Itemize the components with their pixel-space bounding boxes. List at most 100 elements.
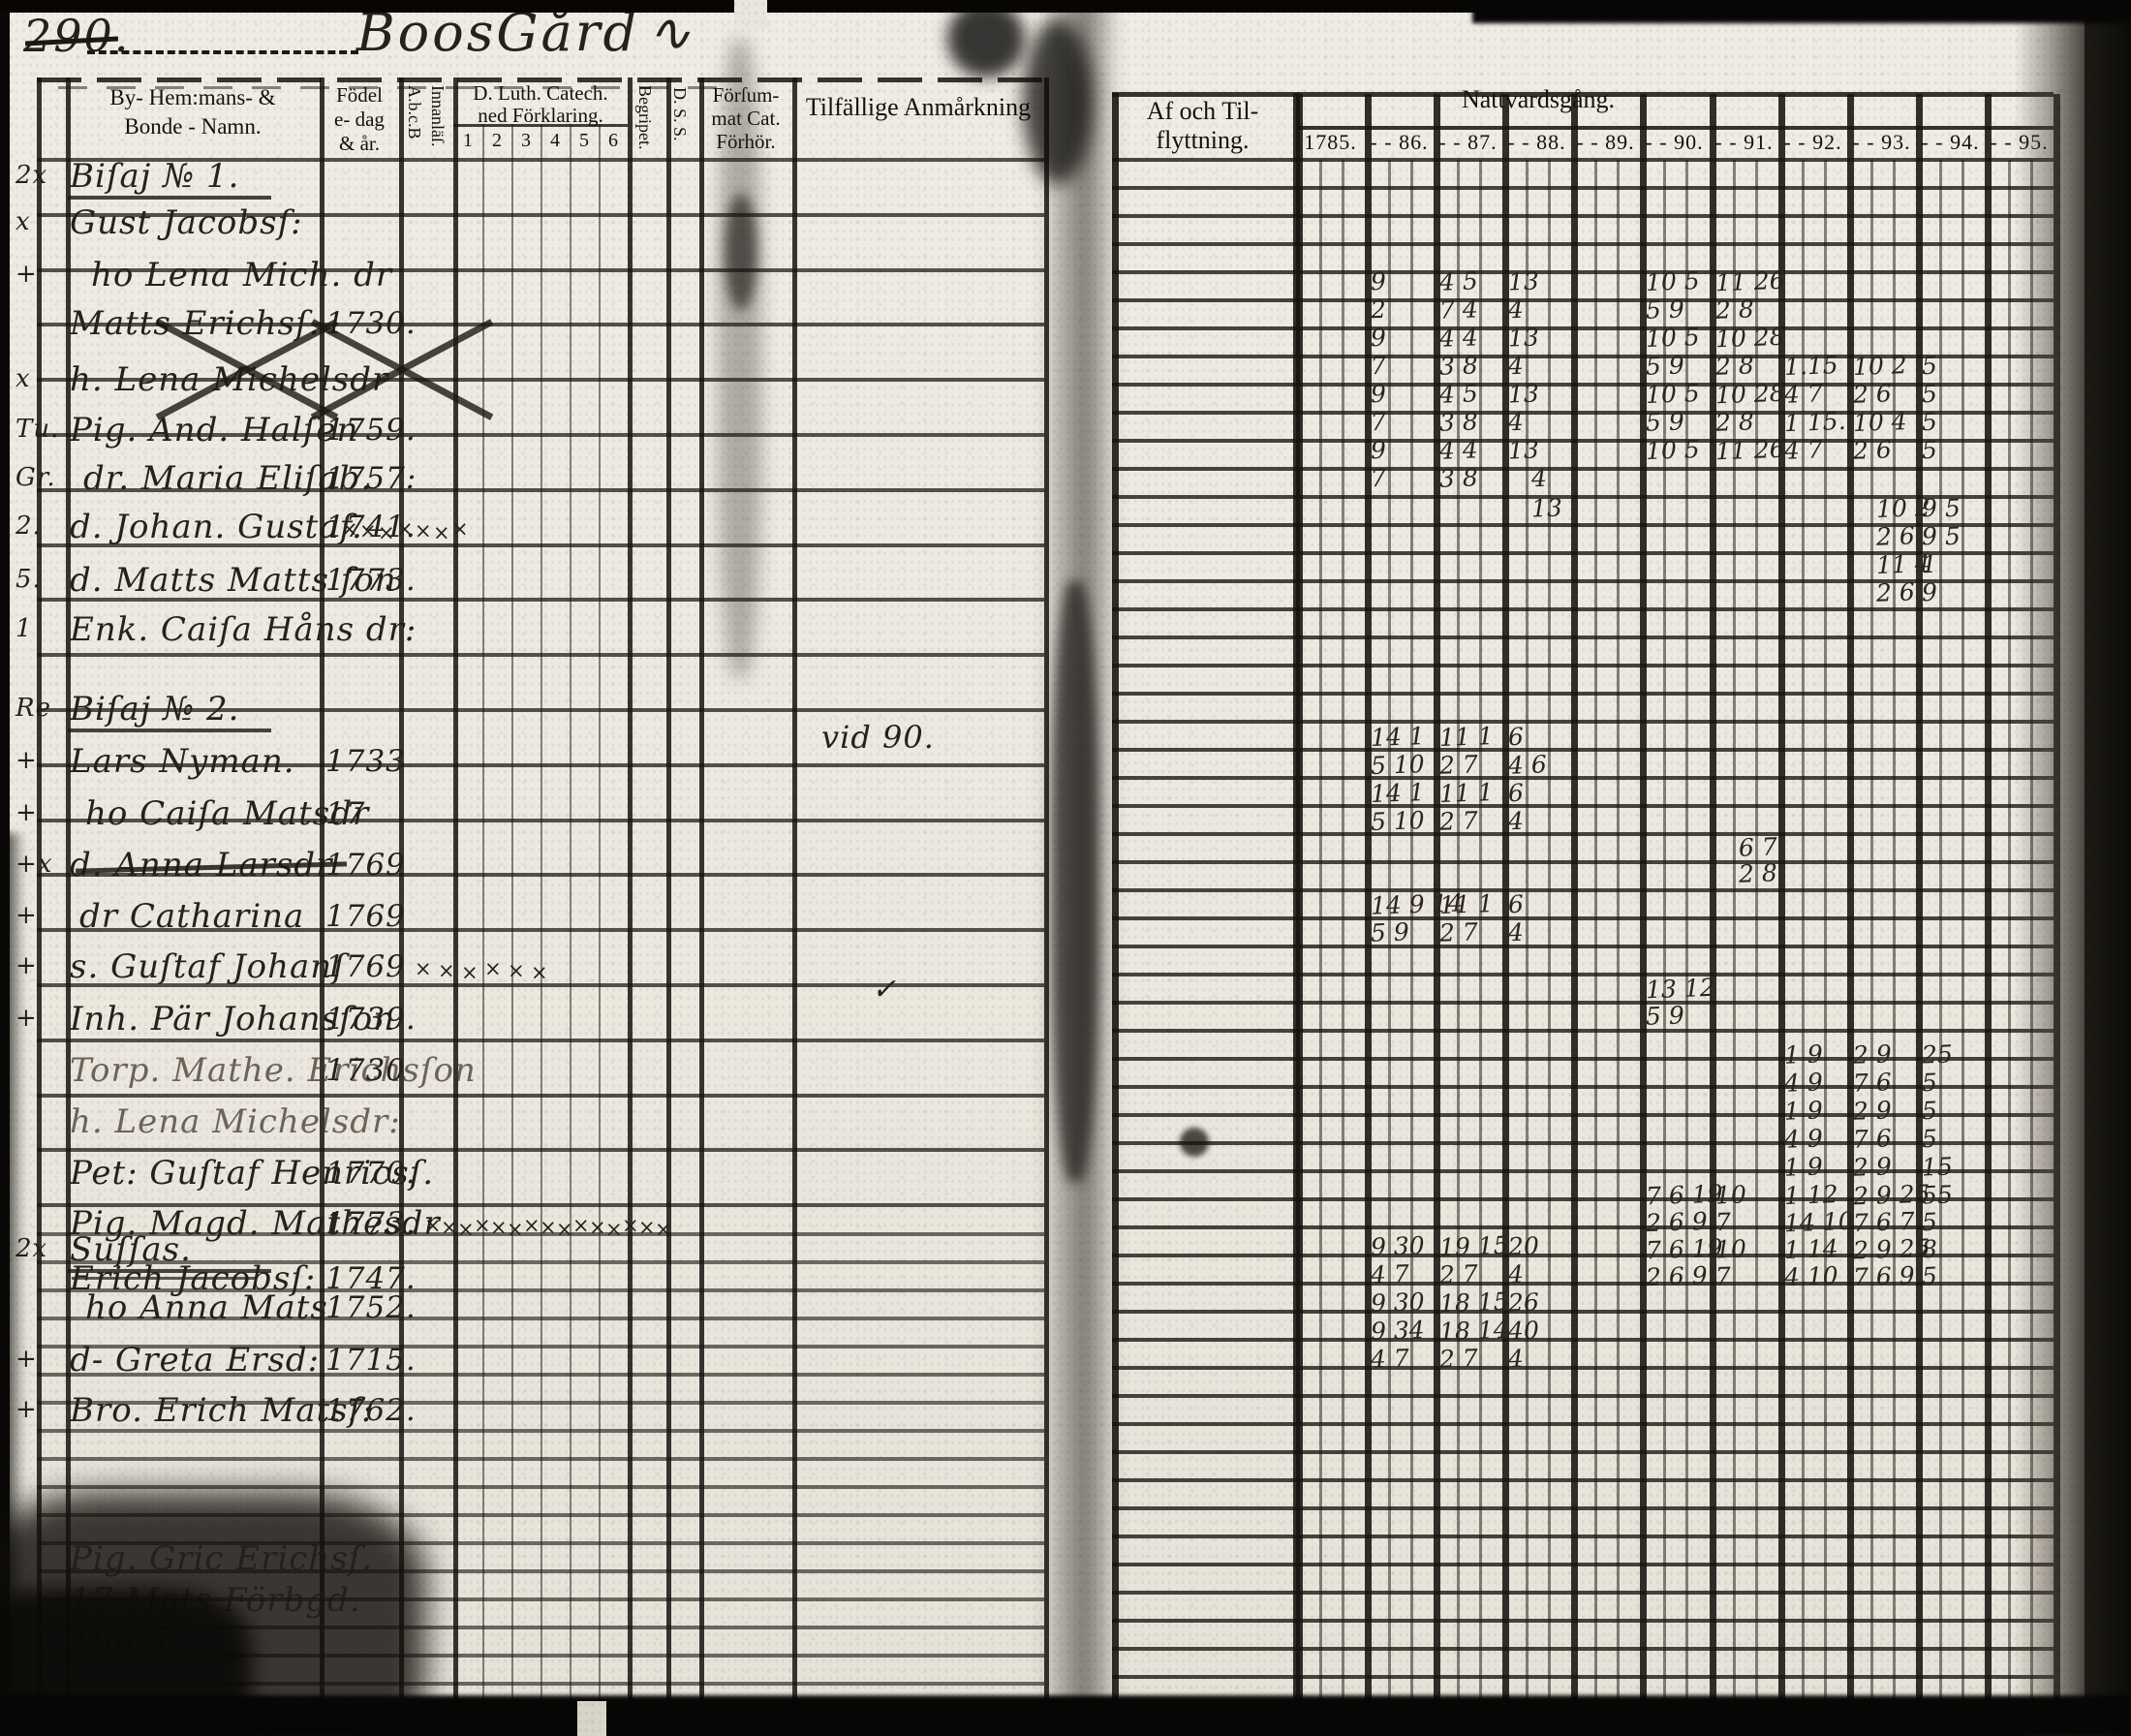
communion-mark: 2 8 xyxy=(1714,351,1755,381)
register-entry-name: ho Caiſa Matsdr xyxy=(85,794,370,833)
communion-mark: 13 12 xyxy=(1645,973,1716,1005)
catechism-x-mark: × xyxy=(622,1214,640,1237)
margin-mark: 2x xyxy=(15,1234,48,1263)
register-entry-name: Pig. Magd. Mathesdr xyxy=(70,1204,441,1243)
grid-line-horizontal xyxy=(1112,860,2054,864)
communion-mark: 4 xyxy=(1530,463,1548,493)
grid-line-horizontal xyxy=(1112,1001,2054,1005)
grid-line-vertical xyxy=(66,78,71,1701)
register-entry-name: s. Guſtaf Johanſ xyxy=(70,947,346,986)
communion-mark: 7 6 9 xyxy=(1852,1260,1916,1292)
grid-line-vertical xyxy=(1594,160,1597,1701)
register-entry-birth-year: 1739. xyxy=(325,1002,417,1037)
year-label: - - 92. xyxy=(1783,130,1842,154)
communion-mark: 11 1 xyxy=(1438,722,1495,752)
communion-mark: 6 xyxy=(1507,722,1525,752)
grid-line-horizontal xyxy=(1112,1113,2054,1117)
communion-mark: 2 8 xyxy=(1714,294,1755,325)
grid-line-vertical xyxy=(1319,160,1322,1701)
communion-mark: 9 30 xyxy=(1370,1231,1426,1261)
grid-line-vertical xyxy=(1502,94,1509,1701)
communion-mark: 6 7 xyxy=(1738,832,1778,862)
grid-line-horizontal xyxy=(37,1317,1044,1320)
grid-line-horizontal xyxy=(1112,1141,2054,1145)
communion-mark: 7 xyxy=(1714,1207,1732,1237)
communion-mark: 9 xyxy=(1370,379,1387,409)
grid-line-horizontal xyxy=(1112,270,2054,274)
grid-line-vertical xyxy=(1778,94,1785,1701)
grid-line-horizontal xyxy=(1112,186,2054,190)
communion-mark: 4 xyxy=(1507,806,1525,836)
grid-line-horizontal xyxy=(37,1203,1044,1207)
grid-line-horizontal xyxy=(1112,1197,2054,1201)
grid-line-vertical xyxy=(1710,94,1716,1701)
communion-mark: 2 6 xyxy=(1875,521,1916,551)
grid-line-horizontal xyxy=(37,1373,1044,1377)
register-entry-name: 17 Mats Förbgd. xyxy=(70,1581,361,1620)
grid-line-horizontal xyxy=(1112,1366,2054,1370)
communion-mark: 5 xyxy=(1921,379,1938,409)
grid-line-vertical xyxy=(666,78,671,1701)
grid-line-horizontal xyxy=(1112,1254,2054,1257)
year-label: 1785. xyxy=(1304,130,1357,154)
grid-line-horizontal xyxy=(37,378,1044,382)
communion-mark: 1 12 xyxy=(1783,1180,1839,1210)
register-entry-birth-year: 1715. xyxy=(325,1343,417,1378)
header-abc-col: A.b.c.B xyxy=(405,85,424,140)
catechism-x-mark: × xyxy=(655,1218,673,1241)
grid-line-vertical xyxy=(570,124,571,1701)
register-entry-birth-year: 1773. xyxy=(325,1206,417,1241)
header-dss-col: D. S. S. xyxy=(670,87,690,141)
year-label: - - 86. xyxy=(1370,130,1429,154)
grid-line-horizontal xyxy=(37,1541,1044,1545)
grid-line-horizontal xyxy=(1112,1282,2054,1286)
grid-line-vertical xyxy=(399,78,404,1701)
communion-mark: 13 xyxy=(1507,323,1540,353)
margin-mark: 2x xyxy=(15,161,48,190)
year-label: - - 87. xyxy=(1438,130,1498,154)
margin-mark: + xyxy=(15,1395,38,1424)
grid-line-horizontal xyxy=(1112,720,2054,724)
grid-line-horizontal xyxy=(1112,326,2054,330)
communion-mark: 9 xyxy=(1921,521,1938,551)
communion-mark: 2 xyxy=(1370,294,1387,325)
communion-mark: 5 9 xyxy=(1645,351,1685,381)
register-entry-name: d. Johan. Gustaf. xyxy=(70,508,363,546)
communion-mark: 1.15 xyxy=(1783,351,1839,381)
communion-mark: 7 xyxy=(1370,351,1387,381)
register-entry-name: Biſaj № 2. xyxy=(70,690,240,728)
communion-mark: 5 xyxy=(1921,1124,1938,1154)
grid-line-vertical xyxy=(1365,94,1372,1701)
grid-line-vertical xyxy=(1893,160,1896,1701)
communion-mark: 20 xyxy=(1507,1231,1540,1261)
catechism-x-mark: × xyxy=(415,519,433,542)
year-label: - - 95. xyxy=(1990,130,2049,154)
grid-line-vertical xyxy=(628,78,633,1701)
communion-mark: 11 1 xyxy=(1438,778,1495,808)
grid-line-horizontal xyxy=(37,1260,1044,1264)
communion-mark: 5 9 xyxy=(1645,1001,1685,1031)
communion-mark: 7 xyxy=(1370,463,1387,493)
grid-line-vertical xyxy=(1985,94,1992,1701)
communion-mark: 2 6 9 xyxy=(1645,1260,1709,1292)
communion-mark: 10 5 xyxy=(1645,379,1701,409)
grid-line-vertical xyxy=(1457,160,1460,1701)
catechism-x-mark: × xyxy=(556,1218,574,1241)
communion-mark: 5 9 xyxy=(1370,917,1410,947)
catechism-x-mark: × xyxy=(507,1218,525,1241)
grid-line-horizontal xyxy=(37,928,1044,932)
register-entry-name: ho Lena Mich. dr xyxy=(91,256,393,294)
grid-line-vertical xyxy=(2030,160,2033,1701)
grid-line-vertical xyxy=(540,124,542,1701)
margin-mark: Tu. xyxy=(15,415,60,444)
margin-mark: Gr. xyxy=(15,463,56,492)
communion-mark: 13 xyxy=(1507,266,1540,296)
grid-line-horizontal xyxy=(1112,383,2054,387)
page-title: BoosGård xyxy=(356,2,640,63)
grid-line-horizontal xyxy=(1112,804,2054,808)
register-entry-birth-year: 1733 xyxy=(325,744,406,779)
page-title-flourish: ∿ xyxy=(647,2,695,63)
grid-line-horizontal xyxy=(37,1513,1044,1517)
communion-mark: 14 10 xyxy=(1783,1206,1855,1238)
communion-mark: 1 9 xyxy=(1783,1152,1824,1182)
